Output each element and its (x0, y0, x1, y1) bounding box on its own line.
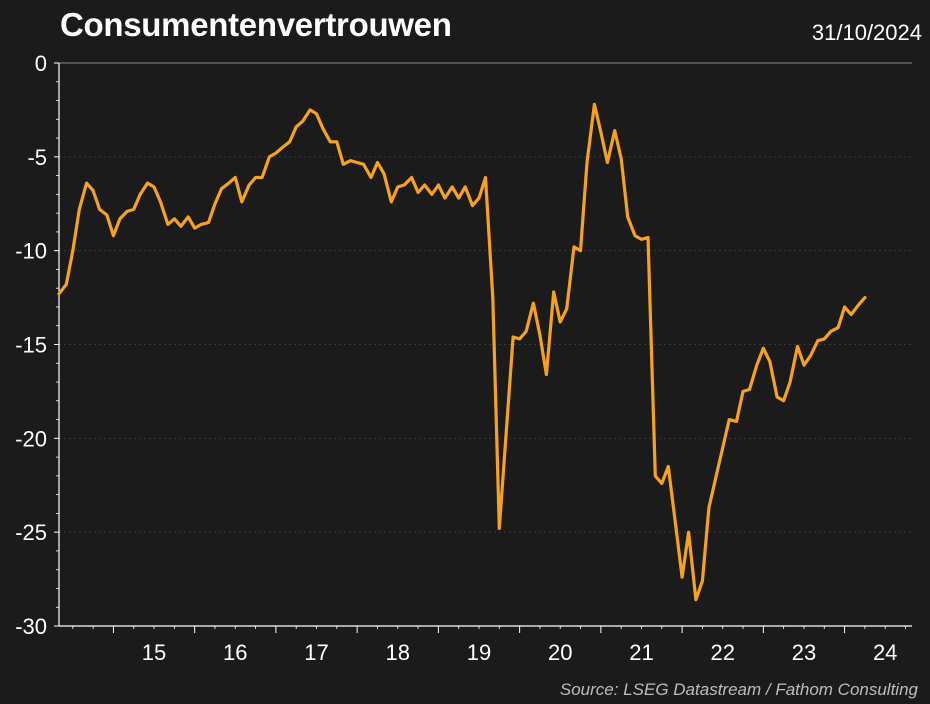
y-tick-label: 0 (35, 51, 47, 76)
x-tick-label: 19 (467, 640, 491, 665)
series-line (57, 102, 867, 602)
y-tick-label: -15 (15, 333, 47, 358)
x-tick-label: 16 (223, 640, 247, 665)
chart-title: Consumentenvertrouwen (60, 6, 452, 43)
x-tick-label: 20 (548, 640, 572, 665)
axes: 0 -5 -10 -15 -20 -25 -30 15 16 17 18 19 20 21 22 23 24 (15, 51, 912, 665)
series (57, 102, 867, 602)
source-note: Source: LSEG Datastream / Fathom Consult… (559, 680, 918, 699)
y-tick-label: -5 (27, 145, 47, 170)
x-tick-label: 22 (710, 640, 734, 665)
x-tick-label: 18 (386, 640, 410, 665)
x-tick-label: 23 (792, 640, 816, 665)
y-tick-label: -20 (15, 426, 47, 451)
y-tick-label: -10 (15, 239, 47, 264)
chart-date: 31/10/2024 (811, 20, 922, 45)
x-tick-label: 21 (629, 640, 653, 665)
y-tick-label: -30 (15, 614, 47, 639)
y-tick-label: -25 (15, 520, 47, 545)
x-tick-label: 24 (873, 640, 897, 665)
x-tick-label: 17 (304, 640, 328, 665)
x-tick-label: 15 (142, 640, 166, 665)
gridlines (59, 156, 912, 533)
